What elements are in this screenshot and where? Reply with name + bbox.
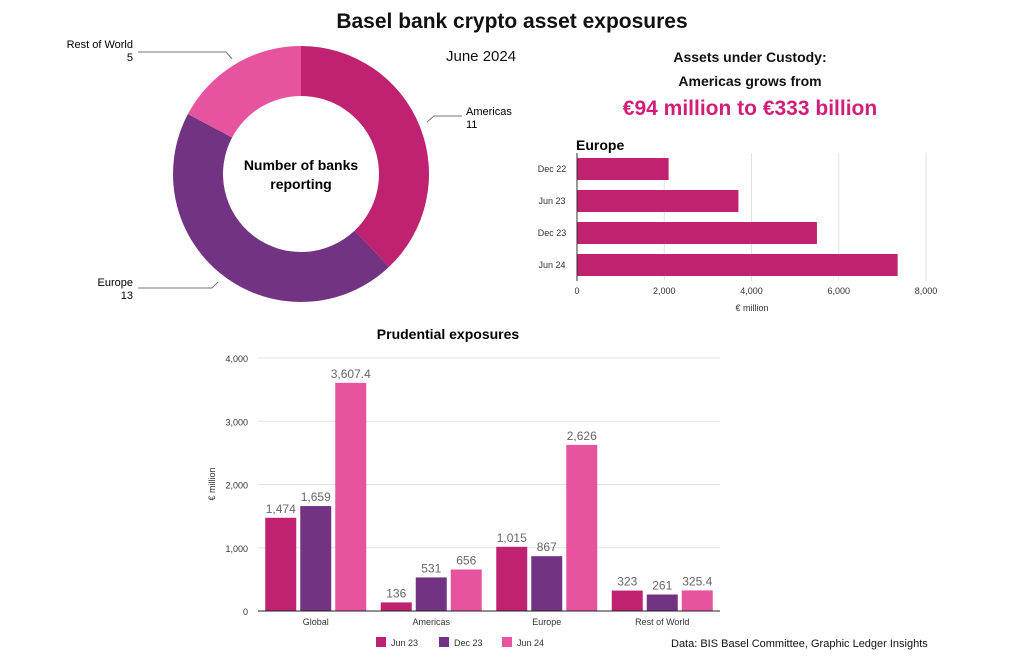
- x-tick-label: 2,000: [653, 286, 676, 296]
- x-category-label: Rest of World: [635, 617, 689, 627]
- legend-swatch: [439, 637, 449, 647]
- custody-heading: Assets under Custody:: [673, 49, 827, 65]
- bar: [577, 158, 669, 180]
- legend-label: Jun 23: [391, 638, 418, 648]
- x-axis-label: € million: [735, 303, 768, 313]
- bar-jun-24: [566, 444, 598, 611]
- data-label: 1,015: [497, 531, 527, 545]
- data-label: 261: [652, 578, 672, 592]
- bar-jun-24: [335, 382, 367, 611]
- x-tick-label: 8,000: [915, 286, 938, 296]
- y-tick-label: 3,000: [225, 417, 248, 427]
- bar: [577, 222, 817, 244]
- data-label: 323: [617, 575, 637, 589]
- source-note: Data: BIS Basel Committee, Graphic Ledge…: [671, 638, 928, 650]
- legend-label: Jun 24: [517, 638, 544, 648]
- slice-label: Rest of World: [67, 39, 133, 51]
- bar-jun-23: [496, 546, 528, 611]
- donut-slice-rest-of-world: [187, 46, 301, 138]
- data-label: 531: [421, 561, 441, 575]
- donut-slice-americas: [301, 46, 430, 267]
- y-axis-label: € million: [207, 467, 217, 500]
- europe-custody-chart: Europe 0 2,000 4,000 6,000 8,000 Dec 22 Jun 23 D…: [538, 137, 938, 313]
- leader-line: [138, 51, 233, 60]
- data-label: 867: [537, 540, 557, 554]
- donut-center-label: reporting: [270, 176, 331, 192]
- slice-label: Americas: [466, 106, 512, 118]
- custody-headline: €94 million to €333 billion: [622, 97, 878, 120]
- x-category-label: Global: [303, 617, 329, 627]
- slice-label: Europe: [98, 277, 133, 289]
- bar-dec-23: [531, 556, 563, 611]
- slice-value: 11: [466, 119, 477, 131]
- bar-dec-23: [415, 577, 447, 611]
- bar: [577, 190, 739, 212]
- x-category-label: Americas: [412, 617, 450, 627]
- x-category-label: Europe: [532, 617, 561, 627]
- y-tick-label: 2,000: [225, 481, 248, 491]
- chart-title: Prudential exposures: [377, 326, 520, 342]
- bar-jun-24: [681, 590, 713, 611]
- y-category-label: Jun 24: [538, 260, 565, 270]
- legend-label: Dec 23: [454, 638, 483, 648]
- bar: [577, 254, 898, 276]
- data-label: 656: [456, 554, 476, 568]
- data-label: 1,659: [301, 490, 331, 504]
- prudential-exposures-chart: Prudential exposures 0 1,000 2,000 3,000 4,00…: [207, 326, 720, 648]
- bar-jun-23: [611, 590, 643, 611]
- x-tick-label: 6,000: [827, 286, 850, 296]
- bar-jun-23: [380, 602, 412, 611]
- custody-subheading: Americas grows from: [678, 73, 822, 89]
- x-tick-label: 4,000: [740, 286, 763, 296]
- donut-center-label: Number of banks: [244, 157, 359, 173]
- chart-title: Europe: [576, 137, 624, 153]
- bar-jun-23: [265, 517, 297, 611]
- data-label: 1,474: [266, 502, 296, 516]
- y-category-label: Jun 23: [538, 196, 565, 206]
- y-tick-label: 4,000: [225, 354, 248, 364]
- bar-dec-23: [300, 506, 332, 611]
- slice-value: 5: [127, 52, 133, 64]
- y-category-label: Dec 22: [538, 164, 567, 174]
- data-label: 136: [386, 586, 406, 600]
- slice-value: 13: [121, 290, 133, 302]
- y-tick-label: 0: [243, 607, 248, 617]
- x-tick-label: 0: [574, 286, 579, 296]
- legend-swatch: [376, 637, 386, 647]
- legend-swatch: [502, 637, 512, 647]
- data-label: 2,626: [567, 429, 597, 443]
- bar-dec-23: [646, 594, 678, 611]
- y-category-label: Dec 23: [538, 228, 567, 238]
- donut-slice-europe: [172, 114, 390, 303]
- y-tick-label: 1,000: [225, 544, 248, 554]
- data-label: 3,607.4: [331, 367, 371, 381]
- leader-line: [138, 281, 219, 289]
- page-title: Basel bank crypto asset exposures: [336, 10, 688, 33]
- leader-line: [426, 115, 462, 123]
- bar-jun-24: [450, 569, 482, 611]
- subtitle: June 2024: [446, 48, 517, 65]
- data-label: 325.4: [682, 574, 712, 588]
